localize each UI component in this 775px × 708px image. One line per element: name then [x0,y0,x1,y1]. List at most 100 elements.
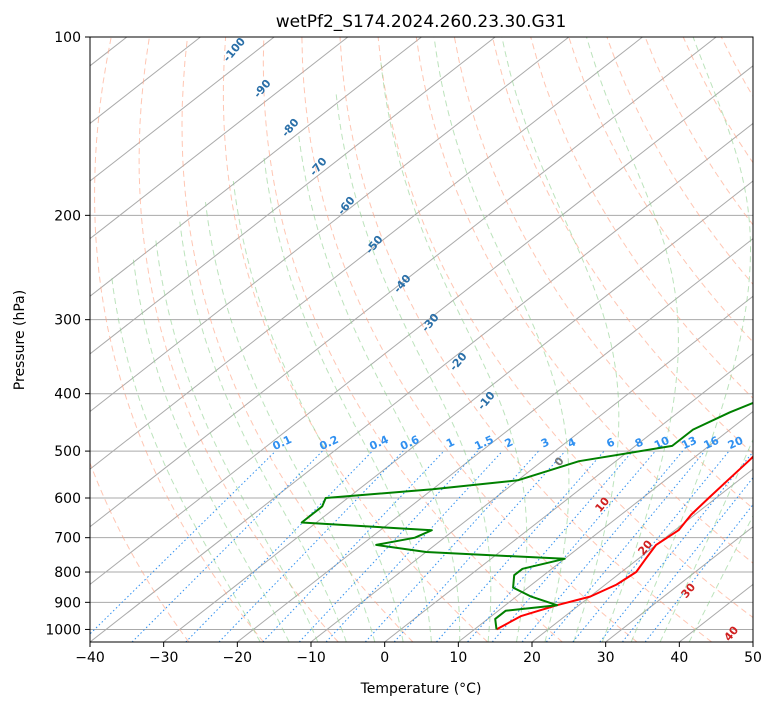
moist-adiabat-line [155,239,319,642]
isotherm-label: 20 [635,537,655,557]
mixing-ratio-line [364,450,539,642]
mixing-ratio-label: 8 [633,435,645,450]
x-tick-label: −40 [75,650,105,666]
dry-adiabat-line [377,37,753,619]
isotherm-label: -30 [419,311,442,335]
chart-title: wetPf2_S174.2024.260.23.30.G31 [276,12,567,32]
moist-adiabat-line [433,37,570,642]
dry-adiabat-line [453,37,753,510]
isotherm-line [90,37,275,182]
x-axis: −40 −30 −20 −10 0 10 20 30 40 50 [75,642,762,666]
y-tick-label: 600 [54,491,81,507]
mixing-ratio-line [131,450,323,642]
mixing-ratio-line [90,450,276,635]
x-tick-label: 20 [523,650,541,666]
isotherm-line [90,37,496,355]
moist-adiabat-line [335,94,492,642]
mixing-ratio-label: 6 [604,435,617,450]
mixing-ratio-label: 2 [503,435,515,450]
isotherm-line [163,180,753,642]
mixing-ratio-line [491,450,656,642]
background-lines [90,37,775,642]
mixing-ratio-line [325,450,503,642]
mixing-ratio-line [185,450,373,642]
mixing-ratio-line [621,476,753,642]
moist-adiabat-line [501,37,620,642]
mixing-ratio-label: 0.6 [398,433,421,453]
moist-adiabat-line [132,256,290,642]
mixing-ratio-line [218,450,404,642]
y-tick-label: 900 [54,595,81,611]
series-line-0 [496,455,753,631]
mixing-ratio-label: 3 [539,435,551,450]
mixing-ratio-line [393,450,566,642]
moist-adiabat-line [205,202,376,642]
moist-adiabat-line [111,277,261,642]
moist-adiabat-line [263,157,432,642]
isotherm-label: 40 [721,623,741,643]
dry-adiabat-line [339,37,713,642]
mixing-ratio-line [262,450,445,642]
isotherm-label: -40 [391,272,414,296]
moist-adiabat-line [659,438,753,642]
mixing-ratio-line [644,503,753,642]
x-tick-label: 30 [597,650,615,666]
mixing-ratio-label: 13 [679,434,698,452]
x-tick-label: 10 [449,650,467,666]
dry-adiabat-line [138,37,339,642]
mixing-ratio-label: 20 [726,434,746,452]
dry-adiabat-line [222,37,488,642]
isotherm-line [90,37,643,470]
mixing-ratio-label: 0.1 [271,433,294,453]
x-tick-label: 50 [744,650,762,666]
isotherm-line [90,37,570,413]
isotherm-line [90,37,201,125]
x-tick-label: −20 [223,650,253,666]
isotherm-line [90,37,422,297]
y-axis: 100 200 300 400 500 600 700 800 900 1000 [45,30,90,638]
moist-adiabat-line [688,514,753,642]
y-tick-label: 700 [54,531,81,547]
mixing-ratio-label: 25 [751,434,770,452]
isotherm-line [752,641,753,642]
mixing-ratio-line [467,450,633,642]
y-tick-label: 300 [54,313,81,329]
isotherm-label: -60 [335,194,358,218]
isotherm-label: -20 [447,350,470,374]
mixing-ratio-line [545,450,706,642]
moist-adiabat-line [179,221,347,642]
isotherm-line [90,65,753,586]
mixing-ratio-label: 1.5 [473,433,496,453]
y-tick-label: 200 [54,208,81,224]
isotherm-label: 10 [592,494,612,514]
isotherm-label: -80 [279,116,302,140]
y-tick-label: 500 [54,444,81,460]
plot-area: 0.10.20.40.611.52346810131620253036-100-… [90,37,775,643]
isotherm-line [679,583,753,642]
dry-adiabat-line [90,461,190,642]
dry-adiabat-line [606,37,753,286]
isotherm-line [90,37,717,528]
moist-adiabat-line [232,180,404,642]
x-tick-label: −10 [296,650,326,666]
mixing-ratio-line [572,450,730,642]
dry-adiabat-line [492,37,753,455]
mixing-ratio-label: 16 [702,434,722,452]
mixing-ratio-label: 0.2 [317,433,340,453]
plot-frame [89,36,754,643]
isotherm-line [90,37,349,240]
dry-adiabat-line [759,37,775,642]
isotherm-line [605,526,753,642]
x-tick-label: 0 [380,650,389,666]
isotherm-label: -10 [475,389,498,413]
isotherm-label: -70 [307,155,330,179]
isotherm-line [458,410,753,642]
isotherm-line [384,353,753,642]
moist-adiabat-line [380,61,528,642]
dry-adiabat-line [301,37,638,642]
dry-adiabat-line [415,37,753,564]
dry-adiabat-line [94,37,264,642]
y-tick-label: 100 [54,30,81,46]
y-tick-label: 1000 [45,622,81,638]
